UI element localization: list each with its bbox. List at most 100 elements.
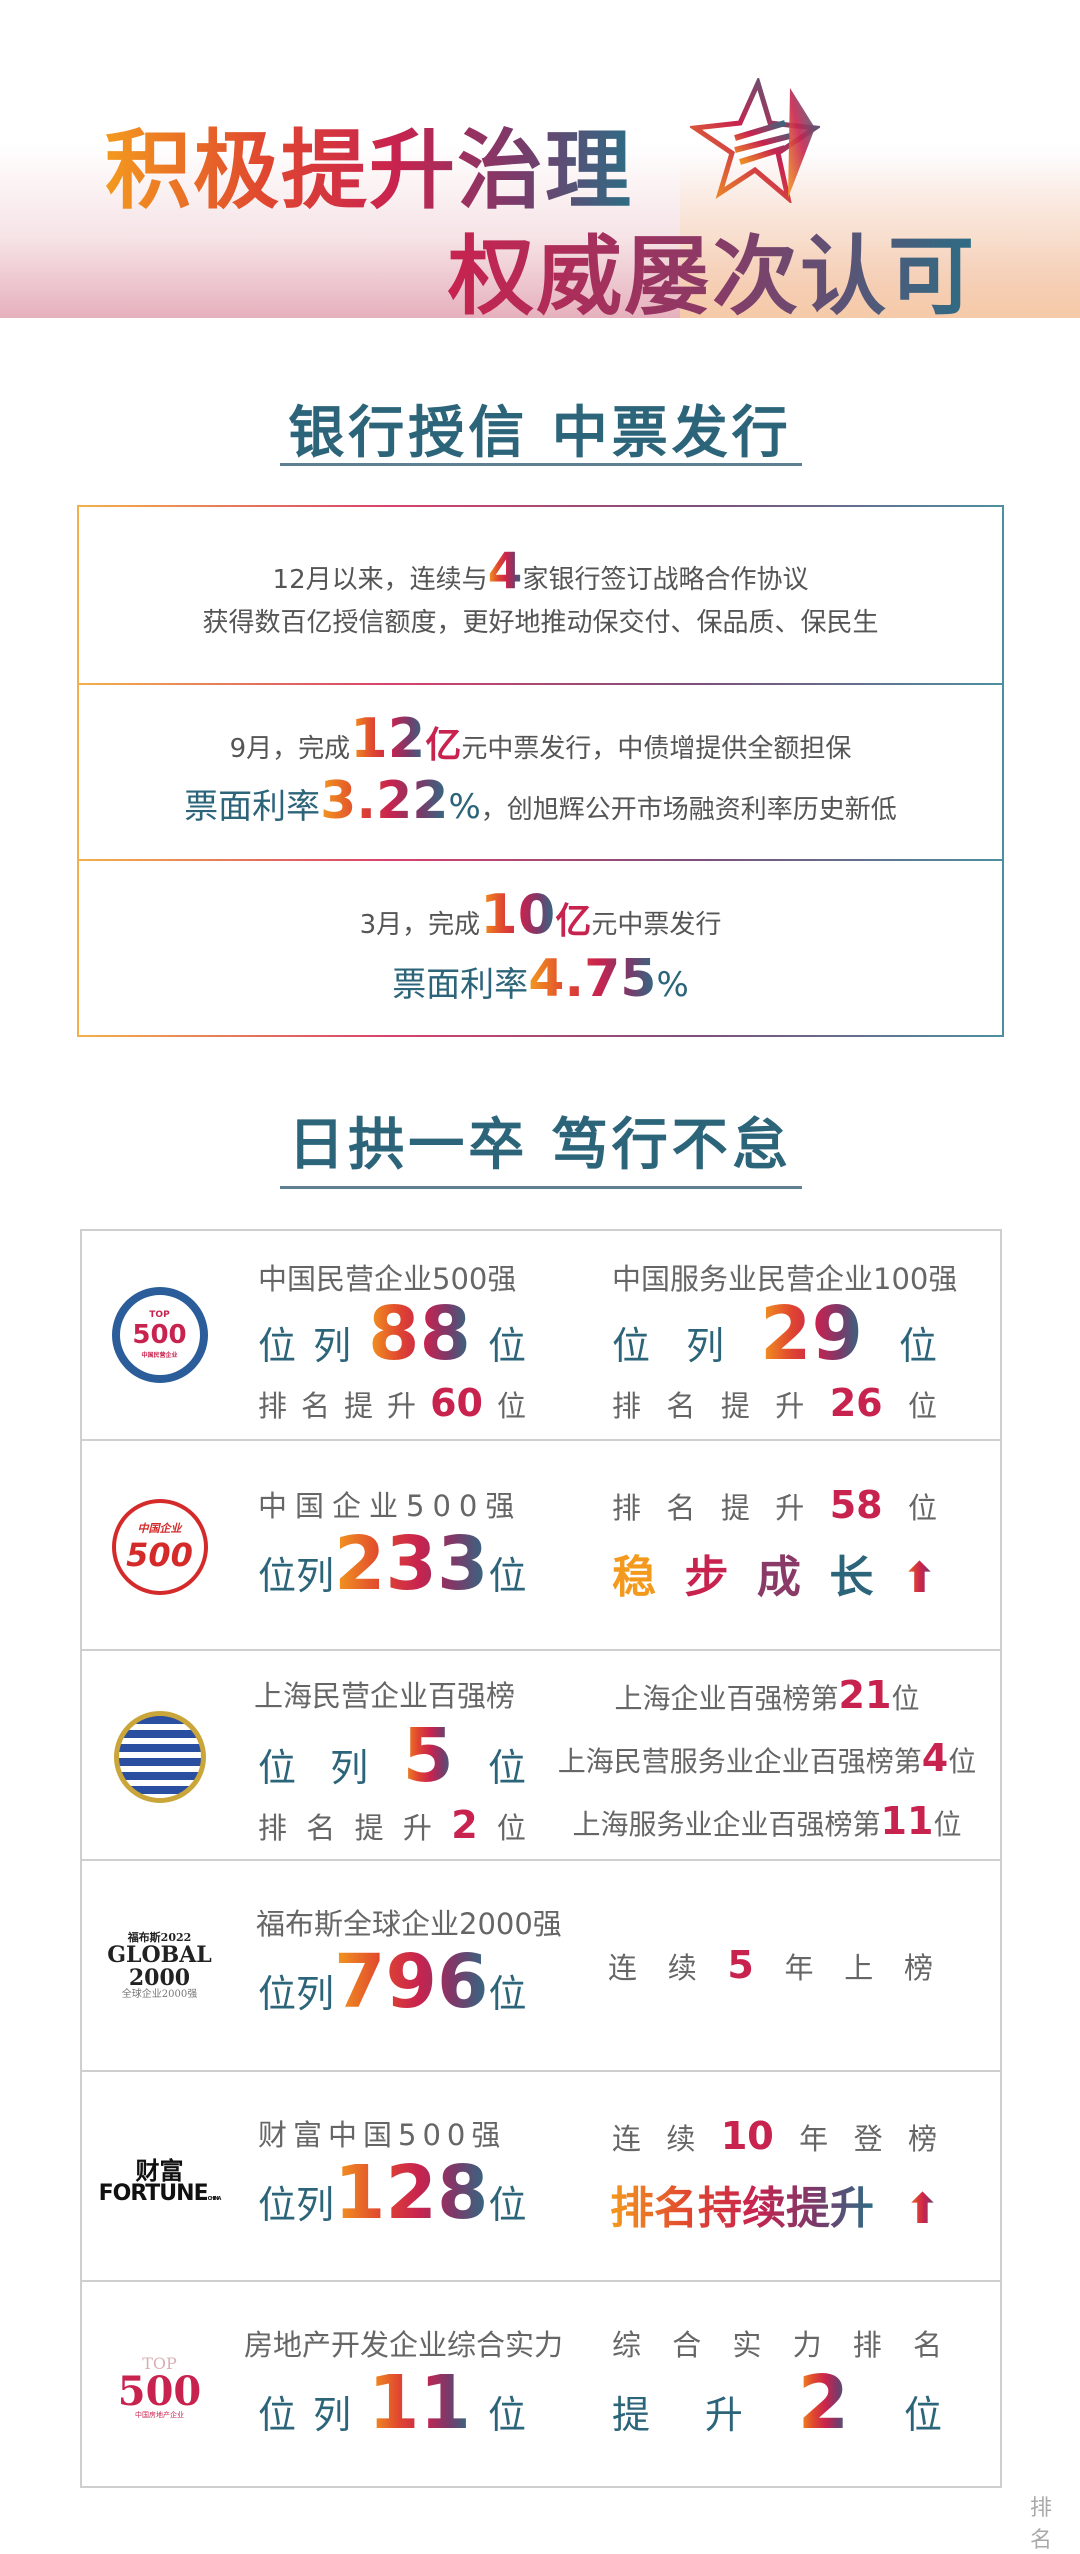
arrow-up-icon: ⬆ bbox=[904, 2184, 940, 2233]
text: 列 bbox=[313, 2393, 352, 2437]
text: 上海企业百强榜第 bbox=[614, 1682, 839, 1715]
rank-rise: 2 bbox=[797, 2360, 850, 2446]
ranking-label: 房地产开发企业综合实力 bbox=[244, 2328, 564, 2362]
text: 提 bbox=[344, 1389, 374, 1423]
slogan: 稳步成长 ⬆ bbox=[612, 1541, 937, 1605]
text: 位 bbox=[488, 1554, 527, 1598]
issue-amount: 10 bbox=[480, 883, 556, 946]
rank-value: 128 bbox=[334, 2150, 489, 2236]
unit: % bbox=[448, 787, 481, 827]
rank-value: 4 bbox=[921, 1736, 949, 1780]
row-text: 9月，完成 bbox=[229, 734, 351, 764]
banner-title-line2: 权威屡次认可 bbox=[448, 206, 976, 331]
text: 名 bbox=[306, 1811, 336, 1845]
text: 位 bbox=[891, 1682, 920, 1715]
star-icon bbox=[690, 78, 820, 203]
text: 力 bbox=[792, 2328, 822, 2362]
row-text: 3月，完成 bbox=[359, 910, 481, 940]
text: 排 bbox=[258, 1389, 288, 1423]
text: 列 bbox=[686, 1324, 725, 1368]
logo-text: 财富 bbox=[135, 2156, 184, 2185]
financing-row: 9月，完成12亿元中票发行，中债增提供全额担保 票面利率3.22%，创旭辉公开市… bbox=[79, 683, 1002, 859]
financing-row: 12月以来，连续与4家银行签订战略合作协议 获得数百亿授信额度，更好地推动保交付… bbox=[79, 507, 1002, 683]
text: 位 bbox=[488, 2183, 527, 2227]
top500-private-logo: TOP 500 中国民营企业 bbox=[102, 1277, 217, 1392]
top500-realestate-logo: TOP 500 中国房地产企业 bbox=[102, 2330, 217, 2445]
rankings-table: TOP 500 中国民营企业 中国民营企业500强 位列 88 位 排名提升 60 位 中国… bbox=[80, 1229, 1002, 2488]
heading-underline bbox=[280, 463, 802, 466]
text: 位 bbox=[258, 1972, 297, 2016]
text: 步 bbox=[684, 1552, 729, 1603]
rank-rise: 58 bbox=[829, 1483, 883, 1527]
banner-title-line1: 积极提升治理 bbox=[105, 100, 633, 225]
logo-text: 中国房地产企业 bbox=[135, 2411, 184, 2419]
text: 登 bbox=[853, 2122, 883, 2156]
logo-text: 500 bbox=[132, 1320, 187, 1350]
logo-text: 2000 bbox=[128, 1965, 191, 1992]
coupon-rate: 4.75 bbox=[528, 949, 657, 1009]
text: 排 bbox=[258, 1811, 288, 1845]
text: 上 bbox=[844, 1951, 874, 1985]
fortune-china-logo: 财富 FORTUNECHINA bbox=[99, 2124, 222, 2239]
text: 稳 bbox=[612, 1552, 656, 1603]
text: 位 bbox=[496, 1389, 526, 1423]
text: 排 bbox=[612, 1491, 642, 1525]
text: 位 bbox=[487, 1746, 526, 1790]
rank-value: 29 bbox=[760, 1291, 863, 1377]
years-count: 10 bbox=[720, 2114, 774, 2158]
rank-value: 11 bbox=[880, 1799, 934, 1843]
ranking-item: 上海企业百强榜第21位 bbox=[552, 1673, 982, 1717]
bank-count: 4 bbox=[487, 542, 523, 600]
text: 位 bbox=[487, 2393, 526, 2437]
text: 名 bbox=[666, 1389, 696, 1423]
shanghai-top100-logo bbox=[102, 1699, 217, 1814]
ranking-row: 福布斯2022 GLOBAL 2000 全球企业2000强 福布斯全球企业2000强 … bbox=[82, 1859, 1000, 2070]
text: 上海民营服务业企业百强榜第 bbox=[557, 1745, 922, 1778]
text: 连 bbox=[612, 2122, 642, 2156]
text: 列 bbox=[296, 2183, 335, 2227]
text: 位 bbox=[907, 1491, 937, 1525]
ranking-row: TOP 500 中国民营企业 中国民营企业500强 位列 88 位 排名提升 60 位 中国… bbox=[82, 1231, 1000, 1439]
row-text: 元中票发行，中债增提供全额担保 bbox=[461, 734, 852, 764]
logo-text: 500 bbox=[126, 1535, 193, 1574]
text: 列 bbox=[313, 1324, 352, 1368]
text: 提 bbox=[612, 2393, 651, 2437]
text: 位 bbox=[948, 1745, 977, 1778]
row-text: 12月以来，连续与 bbox=[272, 565, 488, 595]
ranking-item: 上海民营服务业企业百强榜第4位 bbox=[552, 1736, 982, 1780]
text: 位 bbox=[612, 1324, 651, 1368]
logo-text: GLOBAL bbox=[107, 1941, 212, 1968]
text: 续 bbox=[667, 1951, 697, 1985]
text: 升 bbox=[402, 1811, 432, 1845]
text: 合 bbox=[672, 2328, 702, 2362]
ranking-label: 福布斯全球企业2000强 bbox=[256, 1907, 562, 1941]
text: 排 bbox=[612, 1389, 642, 1423]
text: 升 bbox=[704, 2393, 743, 2437]
rank-value: 5 bbox=[402, 1713, 454, 1799]
unit: 亿 bbox=[555, 901, 592, 942]
text: 列 bbox=[296, 1554, 335, 1598]
text: 上海服务业企业百强榜第 bbox=[572, 1808, 881, 1841]
text: 排 bbox=[852, 2328, 882, 2362]
financing-box: 12月以来，连续与4家银行签订战略合作协议 获得数百亿授信额度，更好地推动保交付… bbox=[77, 505, 1004, 1037]
header-banner bbox=[0, 0, 1080, 318]
text: 长 bbox=[829, 1552, 874, 1603]
logo-text: FORTUNECHINA bbox=[99, 2182, 222, 2205]
text: 列 bbox=[296, 1972, 335, 2016]
text: 名 bbox=[301, 1389, 331, 1423]
ranking-item: 上海服务业企业百强榜第11位 bbox=[552, 1799, 982, 1843]
text: 位 bbox=[258, 1554, 297, 1598]
coupon-rate: 3.22 bbox=[320, 771, 449, 831]
ranking-label: 中国企业500强 bbox=[258, 1489, 523, 1523]
rank-value: 21 bbox=[838, 1673, 892, 1717]
text: 升 bbox=[387, 1389, 417, 1423]
text: 升 bbox=[775, 1491, 805, 1525]
ranking-label: 中国服务业民营企业100强 bbox=[612, 1262, 958, 1296]
text: 提 bbox=[720, 1491, 750, 1525]
text: 成 bbox=[756, 1552, 801, 1603]
ranking-row: 中国企业 500 中国企业500强 位列 233 位 排名提升 58 位 稳步成长 ⬆ bbox=[82, 1439, 1000, 1649]
text: 位 bbox=[903, 2393, 942, 2437]
ranking-row: 财富 FORTUNECHINA 财富中国500强 位列 128 位 连续 10 年登榜 排… bbox=[82, 2070, 1000, 2280]
text: 位 bbox=[258, 1746, 297, 1790]
